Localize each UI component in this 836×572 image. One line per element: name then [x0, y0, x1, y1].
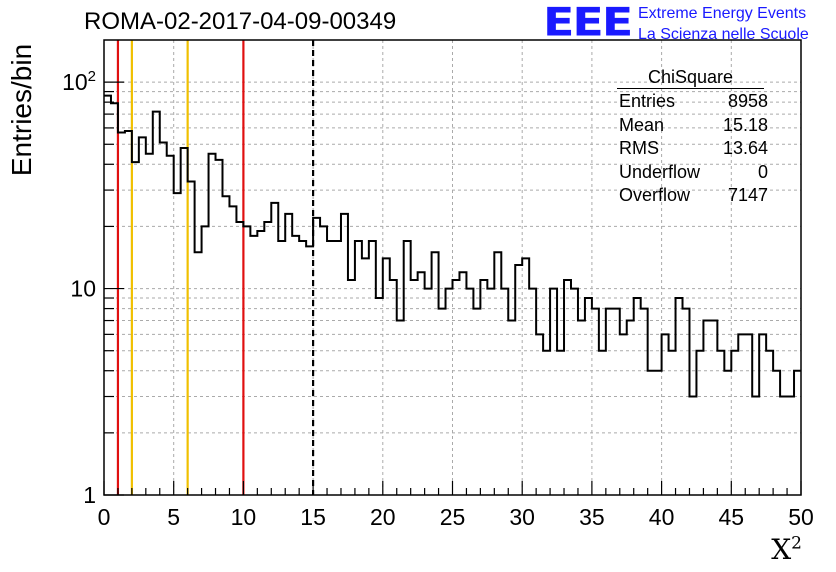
stats-row-underflow: Underflow 0	[610, 161, 771, 185]
stats-label: Mean	[619, 114, 665, 135]
x-tick-label: 25	[440, 504, 466, 530]
stats-row-overflow: Overflow 7147	[610, 184, 771, 208]
x-axis-label: X2	[771, 533, 802, 566]
x-tick-label: 0	[98, 504, 111, 530]
x-tick-label: 50	[788, 504, 814, 530]
x-tick-label: 10	[231, 504, 257, 530]
x-tick-label: 45	[719, 504, 745, 530]
stats-label: Underflow	[619, 161, 701, 182]
y-tick-label: 10	[70, 276, 96, 302]
y-tick-label: 102	[62, 68, 96, 95]
logo-caption: Extreme Energy Events La Scienza nelle S…	[638, 3, 809, 45]
reference-lines	[116, 40, 315, 495]
x-axis-label-sup: 2	[791, 533, 802, 554]
stats-row-mean: Mean 15.18	[610, 114, 771, 138]
stats-value: 7147	[727, 185, 768, 205]
stats-value: 0	[757, 161, 768, 182]
stats-value: 8958	[727, 91, 768, 111]
y-tick-labels: 1 10 102	[62, 68, 96, 508]
x-tick-label: 20	[370, 504, 396, 530]
y-axis-label: Entries/bin	[6, 43, 37, 177]
histogram-series	[104, 94, 801, 398]
chart-title: ROMA-02-2017-04-09-00349	[84, 8, 397, 35]
grid-lines	[104, 40, 801, 495]
x-axis-label-main: X	[771, 533, 792, 566]
stats-row-rms: RMS 13.64	[610, 137, 771, 161]
stats-row-entries: Entries 8958	[610, 90, 771, 114]
logo-line-2: La Scienza nelle Scuole	[638, 26, 809, 43]
x-tick-label: 5	[167, 504, 180, 530]
x-tick-label: 30	[509, 504, 535, 530]
eee-logo: EEE	[543, 0, 633, 45]
x-tick-label: 35	[579, 504, 605, 530]
stats-value: 13.64	[722, 138, 768, 158]
axis-ticks	[103, 81, 802, 496]
stats-label: Overflow	[619, 185, 691, 205]
stats-box: ChiSquare Entries 8958 Mean 15.18 RMS 13.64…	[610, 66, 771, 208]
stats-label: Entries	[619, 91, 676, 111]
y-tick-label: 1	[83, 482, 96, 508]
x-tick-label: 40	[649, 504, 675, 530]
stats-value: 15.18	[722, 114, 768, 135]
stats-label: RMS	[619, 138, 659, 158]
x-tick-labels: 0 5 10 15 20 25 30 35 40 45 50	[98, 504, 814, 530]
logo-line-1: Extreme Energy Events	[638, 5, 807, 22]
x-tick-label: 15	[300, 504, 326, 530]
stats-box-title: ChiSquare	[617, 66, 764, 89]
